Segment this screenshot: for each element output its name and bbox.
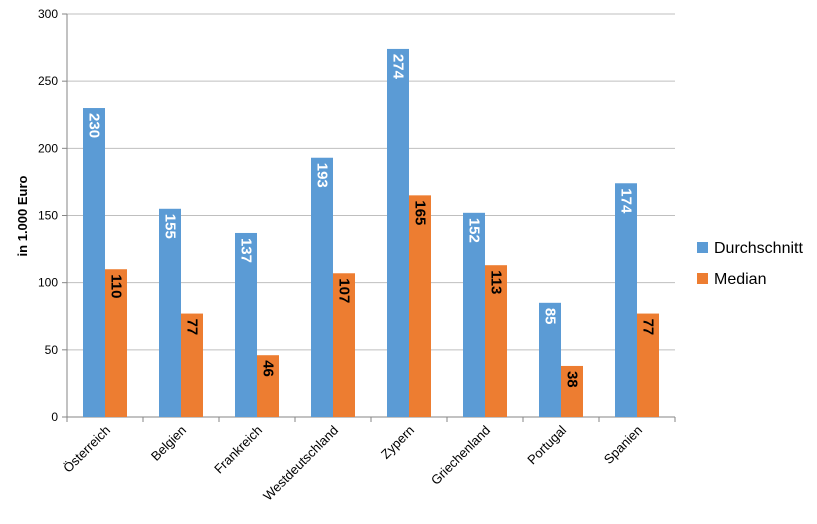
bar-median <box>105 269 127 417</box>
y-tick-label: 300 <box>38 7 58 21</box>
data-label: 165 <box>412 200 429 225</box>
y-axis-title: in 1.000 Euro <box>15 175 30 256</box>
bar-durchschnitt <box>311 157 333 417</box>
legend: Durchschnitt Median <box>697 240 803 288</box>
legend-label-durchschnitt: Durchschnitt <box>714 240 803 257</box>
data-label: 77 <box>640 319 657 336</box>
bar-durchschnitt <box>159 208 181 417</box>
bar-durchschnitt <box>539 302 561 417</box>
legend-swatch-median <box>697 273 708 284</box>
data-label: 155 <box>162 214 179 239</box>
bar-median <box>181 313 203 417</box>
x-tick-label: Österreich <box>60 423 113 476</box>
data-label: 107 <box>336 278 353 303</box>
bar-median <box>561 365 583 417</box>
data-label: 38 <box>564 371 581 388</box>
bar-durchschnitt <box>83 108 105 418</box>
data-label: 137 <box>238 238 255 263</box>
y-tick-label: 50 <box>45 343 59 357</box>
legend-swatch-durchschnitt <box>697 242 708 253</box>
y-tick-label: 0 <box>51 410 58 424</box>
data-label: 85 <box>542 308 559 325</box>
data-label: 274 <box>390 54 407 80</box>
bar-durchschnitt <box>235 232 257 417</box>
bar-median <box>485 265 507 417</box>
y-tick-label: 100 <box>38 276 58 290</box>
y-tick-label: 250 <box>38 74 58 88</box>
data-label: 230 <box>86 113 103 138</box>
data-label: 193 <box>314 163 331 188</box>
bar-median <box>257 355 279 417</box>
bar-median <box>333 273 355 417</box>
y-tick-label: 200 <box>38 141 58 155</box>
x-tick-label: Griechenland <box>428 423 493 488</box>
data-label: 113 <box>488 270 505 294</box>
x-tick-label: Belgien <box>148 423 189 464</box>
x-tick-label: Zypern <box>378 423 417 462</box>
bar-median <box>409 195 431 417</box>
x-tick-label: Spanien <box>601 423 645 467</box>
x-tick-label: Westdeutschland <box>260 423 341 504</box>
gridlines <box>67 13 675 351</box>
y-tick-label: 150 <box>38 209 58 223</box>
data-label: 174 <box>618 188 635 214</box>
bars <box>83 48 659 418</box>
data-label: 110 <box>108 274 125 298</box>
legend-label-median: Median <box>714 271 766 288</box>
data-label: 152 <box>466 218 483 243</box>
bar-durchschnitt <box>615 183 637 417</box>
bar-durchschnitt <box>463 212 485 417</box>
bar-median <box>637 313 659 417</box>
data-label: 46 <box>260 360 277 377</box>
x-tick-label: Frankreich <box>211 423 265 477</box>
x-tick-label: Portugal <box>524 422 569 467</box>
data-labels: 230 110 155 77 137 46 193 107 274 165 152 113 85 38 17… <box>86 54 657 388</box>
data-label: 77 <box>184 319 201 336</box>
bar-durchschnitt <box>387 48 409 417</box>
